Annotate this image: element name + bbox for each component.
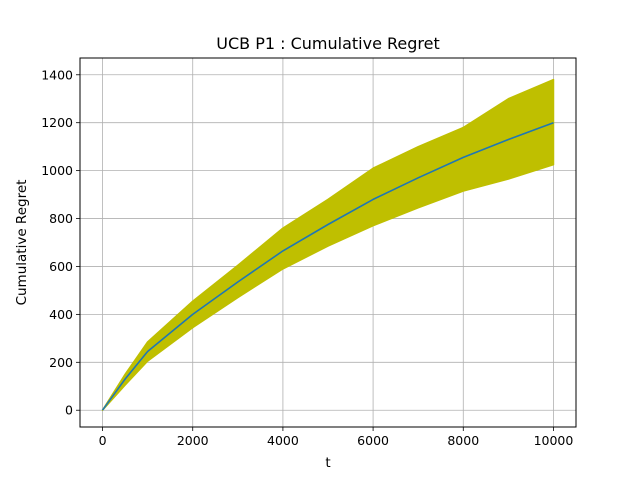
y-tick-label: 1200 — [41, 115, 73, 130]
y-tick-label: 0 — [65, 403, 73, 418]
regret-band — [101, 78, 555, 411]
x-tick-label: 6000 — [357, 433, 389, 448]
plot-frame — [79, 57, 577, 428]
y-tick-label: 800 — [49, 211, 73, 226]
x-axis-label: t — [325, 455, 330, 471]
y-tick-label: 1400 — [41, 67, 73, 82]
y-tick-label: 400 — [49, 307, 73, 322]
regret-line — [101, 121, 554, 411]
y-tick-label: 600 — [49, 259, 73, 274]
x-axis-ticks: 0 2000 4000 6000 8000 10000 — [99, 427, 574, 448]
chart-title: UCB P1 : Cumulative Regret — [216, 34, 439, 53]
x-tick-label: 10000 — [534, 433, 574, 448]
x-tick-label: 8000 — [447, 433, 479, 448]
y-axis-label: Cumulative Regret — [14, 180, 30, 306]
x-tick-label: 4000 — [267, 433, 299, 448]
y-tick-label: 200 — [49, 355, 73, 370]
x-tick-label: 2000 — [177, 433, 209, 448]
confidence-band — [101, 78, 555, 411]
x-tick-label: 0 — [99, 433, 107, 448]
y-tick-label: 1000 — [41, 163, 73, 178]
mean-regret-line — [101, 121, 554, 411]
y-axis-ticks: 0 200 400 600 800 1000 1200 1400 — [41, 67, 80, 418]
